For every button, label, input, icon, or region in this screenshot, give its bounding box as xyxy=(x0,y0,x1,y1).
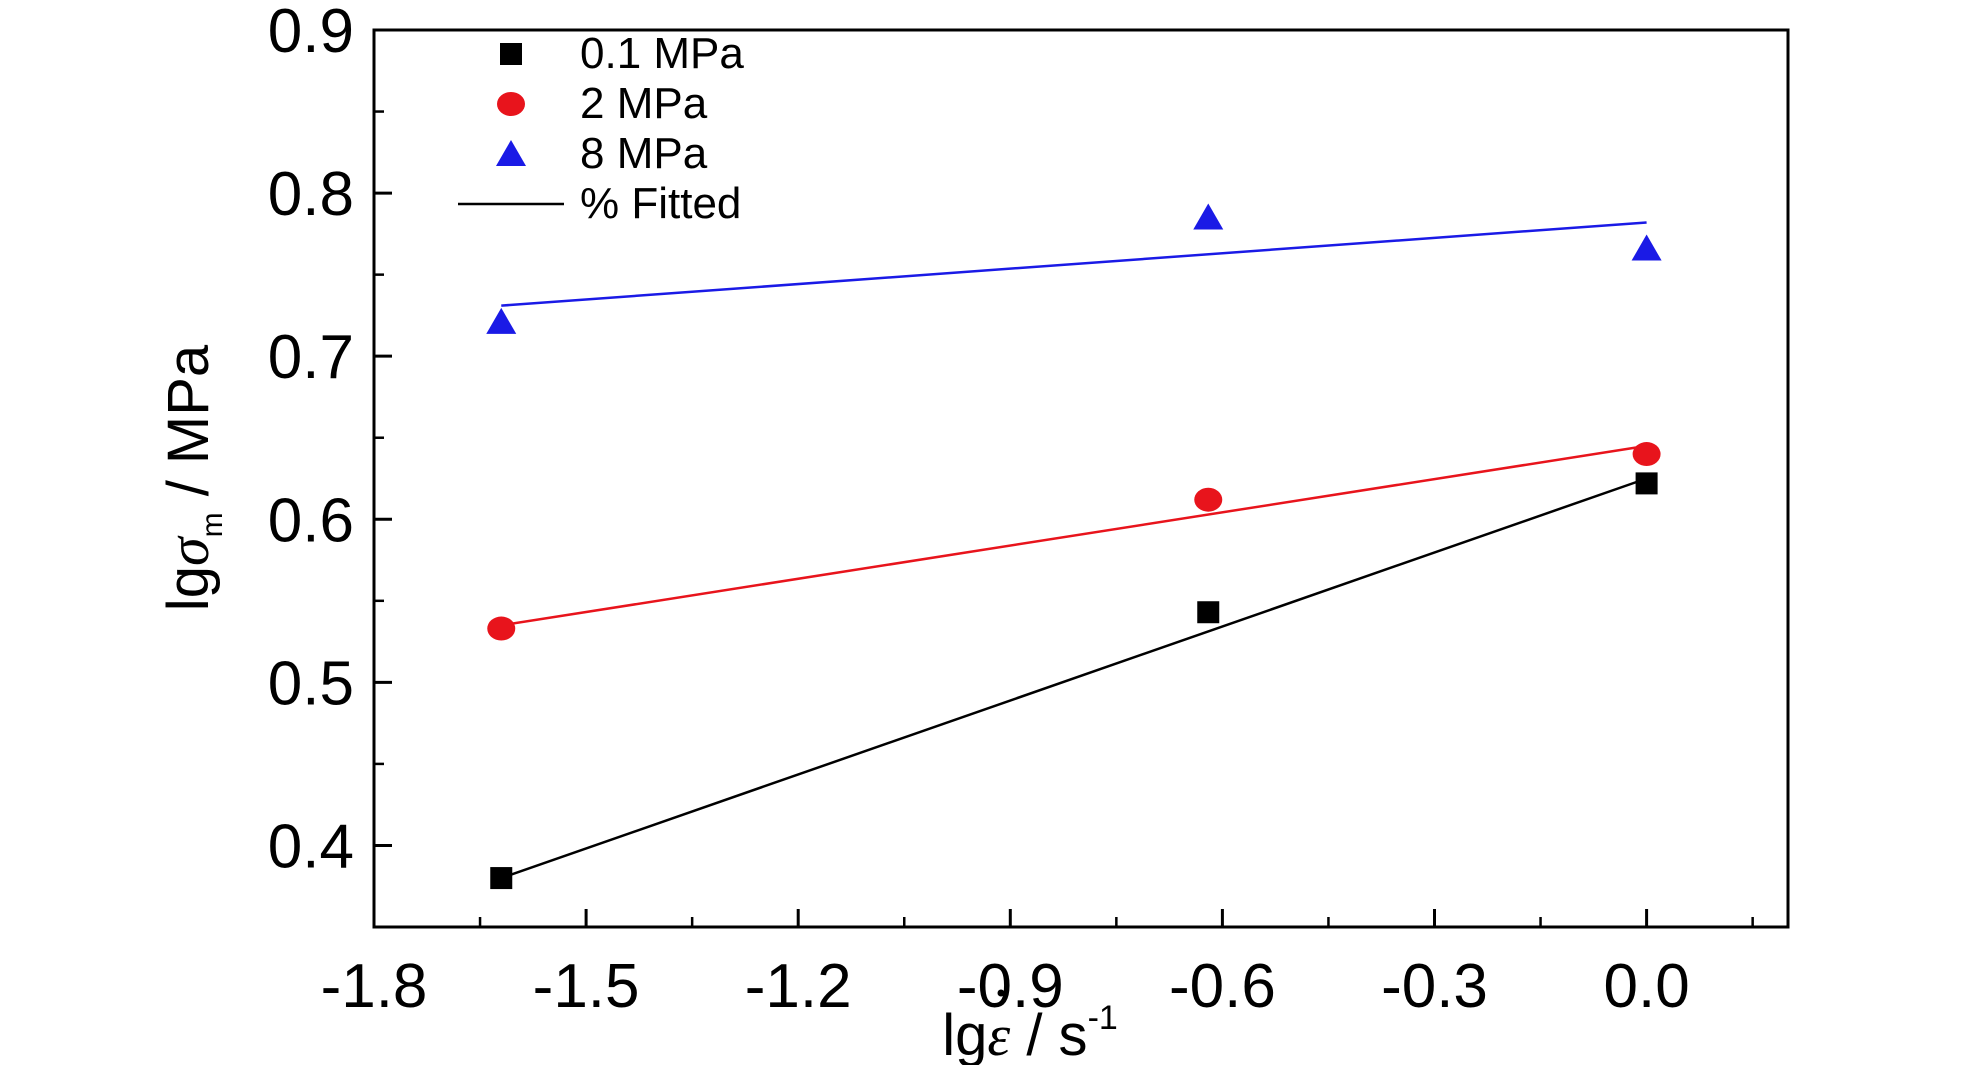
x-axis-title-symbol: ε xyxy=(987,1003,1010,1065)
legend-marker xyxy=(497,92,525,116)
y-axis-title: lgσm / MPa xyxy=(156,344,229,611)
x-axis-title: lgε / s-1 xyxy=(942,999,1118,1065)
y-axis-title-symbol: σ xyxy=(156,535,221,566)
x-axis-title-sup: -1 xyxy=(1088,999,1118,1037)
legend-label: 8 MPa xyxy=(580,129,708,178)
x-axis-title-base: lg xyxy=(942,1003,987,1065)
y-tick-label: 0.7 xyxy=(268,323,354,392)
x-tick-label: -1.5 xyxy=(533,952,640,1021)
y-axis-title-sub: m xyxy=(196,512,229,537)
legend-label: % Fitted xyxy=(580,179,741,228)
y-axis-title-unit: / MPa xyxy=(156,344,221,512)
data-point xyxy=(1635,472,1658,495)
x-tick-label: -1.2 xyxy=(745,952,852,1021)
data-point xyxy=(490,867,513,890)
fit-line xyxy=(500,477,1648,880)
fitted-lines xyxy=(500,221,1648,880)
y-tick-label: 0.5 xyxy=(268,649,354,718)
strain-rate-dot xyxy=(997,989,1005,997)
data-markers xyxy=(486,203,1662,890)
plot-frame xyxy=(372,28,1790,929)
data-point xyxy=(1197,601,1220,624)
data-point xyxy=(1193,203,1224,230)
y-tick-label: 0.8 xyxy=(268,160,354,229)
legend-marker xyxy=(496,140,526,166)
fit-line xyxy=(501,444,1647,627)
x-tick-label: -0.6 xyxy=(1169,952,1276,1021)
y-axis-title-base: lg xyxy=(156,566,221,611)
legend-label: 2 MPa xyxy=(580,79,708,128)
data-point xyxy=(487,616,516,641)
y-tick-label: 0.4 xyxy=(268,812,354,881)
y-tick-label: 0.6 xyxy=(268,486,354,555)
y-tick-label: 0.9 xyxy=(268,0,354,66)
y-axis-ticks: 0.4 0.5 0.6 0.7 0.8 0.9 xyxy=(268,0,392,929)
data-point xyxy=(1194,487,1223,512)
legend-marker xyxy=(500,43,522,65)
data-point xyxy=(1631,234,1662,261)
x-axis-ticks: -1.8 -1.5 -1.2 -0.9 -0.6 -0.3 0.0 xyxy=(321,909,1754,1021)
legend-label: 0.1 MPa xyxy=(580,29,744,78)
x-tick-label: -0.9 xyxy=(957,952,1064,1021)
data-point xyxy=(1632,442,1661,467)
x-tick-label: -0.3 xyxy=(1381,952,1488,1021)
x-tick-label: -1.8 xyxy=(321,952,428,1021)
x-tick-label: 0.0 xyxy=(1603,952,1689,1021)
x-axis-title-unit: / s xyxy=(1010,1003,1087,1065)
data-point xyxy=(486,307,517,334)
fit-line xyxy=(501,221,1647,307)
